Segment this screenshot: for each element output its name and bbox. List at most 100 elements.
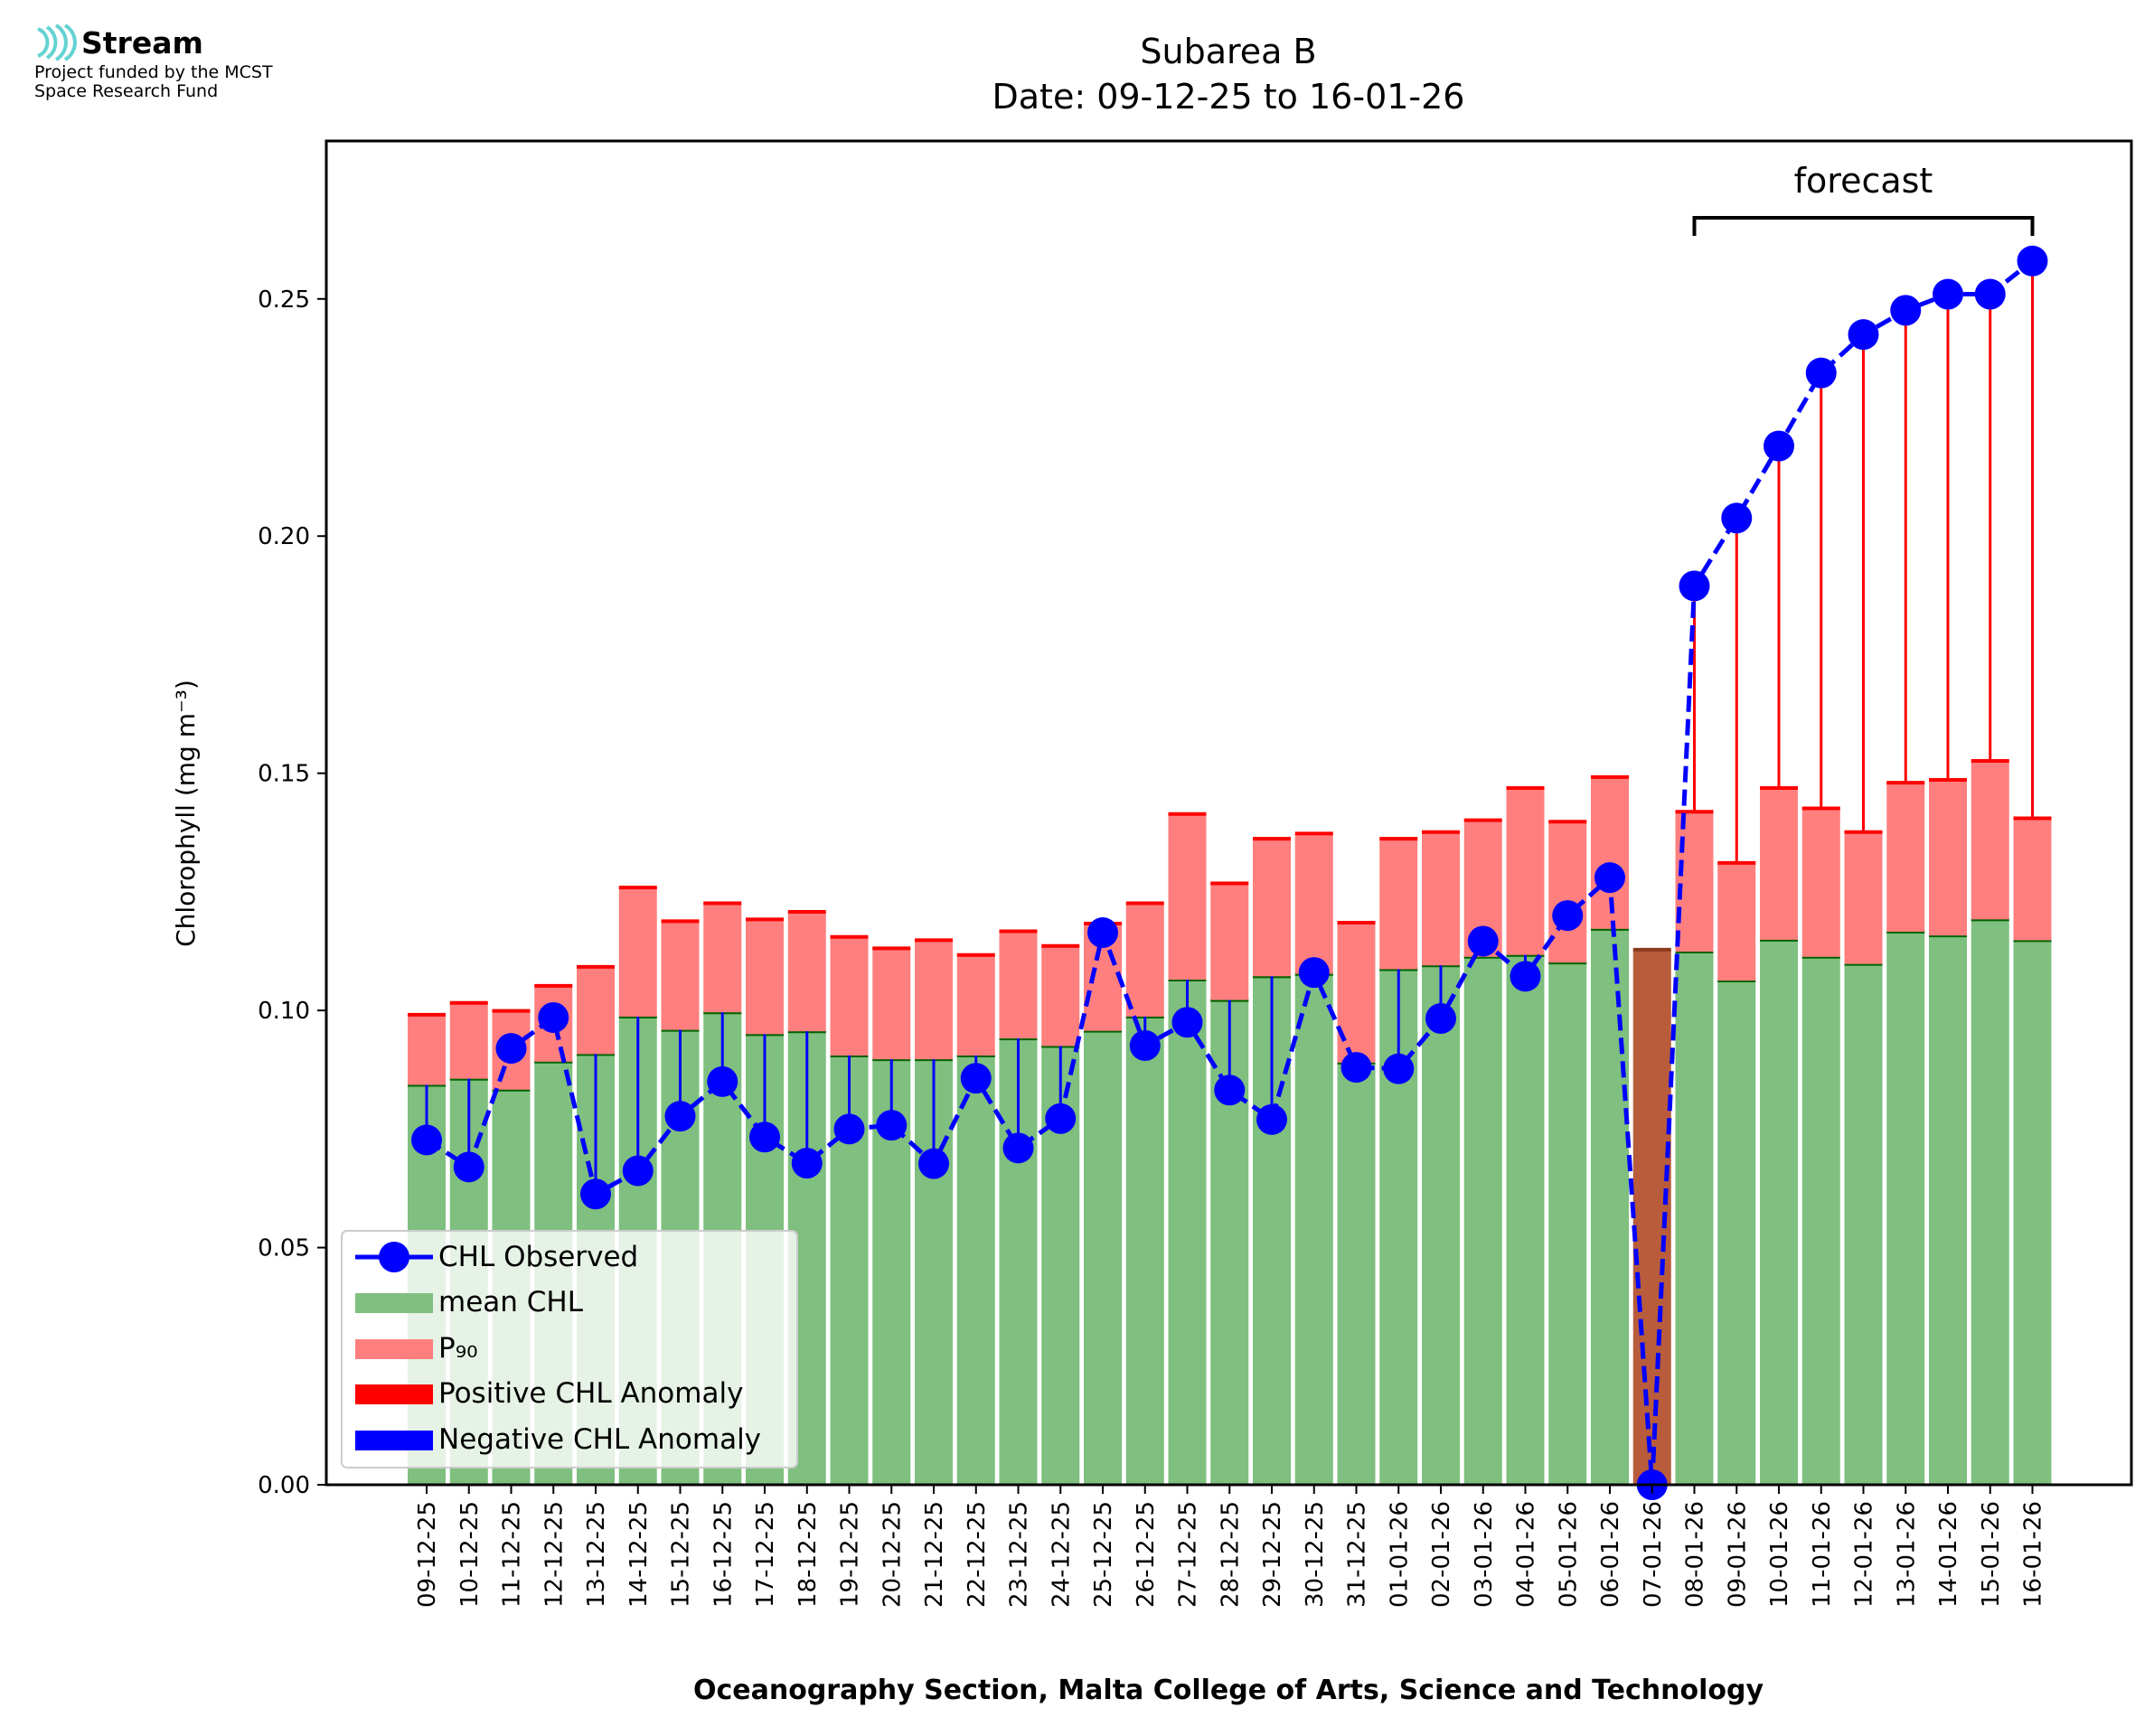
x-tick-label: 10-12-25 — [456, 1501, 484, 1608]
p90-bar — [999, 931, 1038, 1039]
x-tick-label: 26-12-25 — [1133, 1501, 1160, 1608]
observed-point — [1594, 862, 1625, 894]
logo-subtitle-line2: Space Research Fund — [34, 81, 219, 101]
forecast-bracket-line — [1692, 216, 2035, 236]
p90-bar — [1506, 787, 1545, 955]
x-tick-label: 16-01-26 — [2020, 1501, 2047, 1608]
observed-point — [580, 1178, 611, 1210]
mean-bar — [1886, 931, 1925, 1485]
mean-bar — [1463, 956, 1502, 1485]
y-axis-label: Chlorophyll (mg m⁻³) — [171, 680, 201, 947]
mean-bar — [1844, 963, 1883, 1485]
p90-bar — [1294, 833, 1333, 974]
x-tick-label: 10-01-26 — [1766, 1501, 1793, 1608]
mean-bar — [1294, 973, 1333, 1485]
observed-point — [664, 1101, 696, 1132]
y-tick-label: 0.15 — [258, 761, 310, 788]
p90-bar — [1760, 787, 1798, 940]
x-tick-label: 04-01-26 — [1513, 1501, 1540, 1608]
observed-point — [1171, 1007, 1203, 1038]
legend-positive-anomaly-label: Positive CHL Anomaly — [438, 1377, 743, 1410]
observed-point — [1974, 278, 2006, 310]
p90-bar — [1041, 945, 1080, 1046]
observed-point — [960, 1063, 992, 1094]
logo-wordmark: Stream — [81, 24, 203, 61]
observed-point — [707, 1065, 738, 1097]
observed-line — [425, 258, 2035, 1486]
x-tick-label: 31-12-25 — [1344, 1501, 1371, 1608]
observed-point — [1848, 319, 1879, 351]
observed-point — [1214, 1074, 1246, 1106]
p90-bar — [1125, 903, 1164, 1017]
chart-subtitle: Date: 09-12-25 to 16-01-26 — [992, 77, 1465, 117]
y-tick-label: 0.20 — [258, 523, 310, 550]
p90-bar — [408, 1014, 446, 1085]
observed-point — [1298, 957, 1330, 989]
mean-bar — [1591, 928, 1629, 1485]
p90-bar — [2013, 818, 2052, 941]
observed-point — [1045, 1103, 1077, 1134]
x-tick-label: 21-12-25 — [921, 1501, 948, 1608]
observed-point — [495, 1033, 527, 1065]
p90-bar — [1548, 821, 1587, 963]
x-tick-label: 15-01-26 — [1978, 1501, 2005, 1608]
legend-p90-label: P₉₀ — [438, 1332, 478, 1365]
observed-point — [749, 1121, 780, 1153]
p90-bar — [661, 921, 700, 1030]
mean-bar — [1801, 956, 1840, 1485]
observed-point — [1256, 1103, 1287, 1135]
observed-point — [622, 1155, 654, 1187]
p90-bar — [1844, 831, 1883, 964]
x-tick-label: 17-12-25 — [752, 1501, 779, 1608]
x-tick-label: 06-01-26 — [1597, 1501, 1624, 1608]
mean-bar — [1506, 954, 1545, 1485]
observed-point — [1002, 1132, 1034, 1164]
x-tick-label: 03-01-26 — [1471, 1501, 1498, 1608]
p90-bar — [1253, 839, 1291, 977]
x-tick-label: 13-01-26 — [1893, 1501, 1920, 1608]
legend-negative-anomaly-label: Negative CHL Anomaly — [438, 1423, 761, 1456]
chart-title: Subarea B — [1140, 32, 1316, 71]
x-tick-label: 22-12-25 — [964, 1501, 991, 1608]
x-tick-label: 13-12-25 — [583, 1501, 610, 1608]
x-tick-label: 27-12-25 — [1175, 1501, 1202, 1608]
stream-logo-icon — [37, 23, 77, 61]
legend-observed-marker — [379, 1242, 409, 1272]
mean-bar — [1929, 935, 1967, 1485]
legend-mean-label: mean CHL — [438, 1286, 584, 1318]
p90-bar — [1717, 862, 1756, 981]
forecast-bracket: forecast — [1692, 161, 2035, 236]
x-tick-label: 11-12-25 — [499, 1501, 526, 1608]
observed-point — [1679, 570, 1710, 602]
x-tick-label: 01-01-26 — [1386, 1501, 1413, 1608]
observed-point — [1467, 925, 1499, 957]
observed-point — [1425, 1003, 1456, 1035]
p90-bar — [1929, 780, 1967, 936]
mean-bar — [1084, 1030, 1122, 1485]
mean-bar — [1971, 919, 2009, 1485]
x-tick-label: 09-01-26 — [1724, 1501, 1751, 1608]
logo: Stream Project funded by the MCST Space … — [34, 22, 414, 101]
mean-bar — [1717, 981, 1756, 1485]
mean-bar — [2013, 940, 2052, 1485]
observed-point — [1721, 502, 1753, 534]
observed-point — [1340, 1052, 1372, 1084]
p90-bar — [618, 887, 657, 1017]
x-axis-label: Oceanography Section, Malta College of A… — [693, 1675, 1764, 1706]
mean-bar — [1125, 1016, 1164, 1485]
p90-bar — [703, 903, 742, 1013]
observed-point — [1805, 357, 1837, 389]
observed-point — [1552, 900, 1584, 932]
p90-bar — [449, 1002, 488, 1079]
legend-positive-anomaly-swatch — [355, 1384, 433, 1404]
p90-bar — [1210, 883, 1249, 1000]
p90-bar — [1971, 761, 2009, 920]
p90-bar — [1886, 783, 1925, 932]
observed-point — [453, 1151, 484, 1183]
p90-bar — [1379, 839, 1418, 970]
observed-series — [411, 245, 2048, 1500]
x-tick-label: 25-12-25 — [1090, 1501, 1117, 1608]
anomaly-lines — [425, 260, 2034, 1195]
mean-bar — [1422, 965, 1460, 1485]
